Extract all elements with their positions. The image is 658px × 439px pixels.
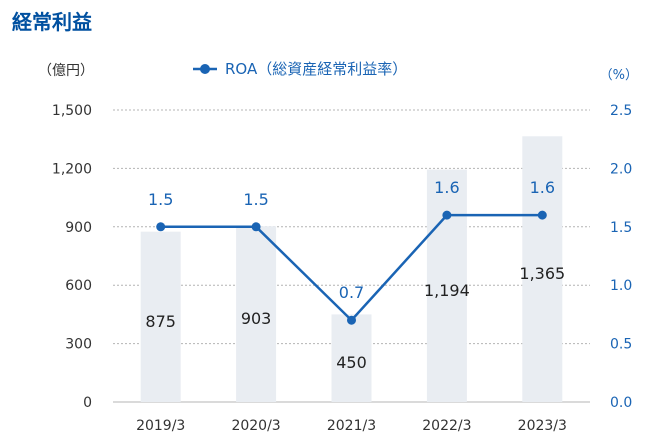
roa-point [442,210,452,220]
bar-value-label: 875 [145,312,176,331]
chart-title: 経常利益 [12,10,92,34]
bar [522,136,563,402]
roa-point [537,210,547,220]
roa-point [347,315,356,325]
right-tick-label: 2.5 [610,103,632,119]
left-axis-unit: （億円） [38,63,94,79]
bar-value-label: 1,365 [519,264,565,283]
legend: ROA（総資産経常利益率） [193,58,407,79]
roa-point [156,222,166,232]
bar-value-label: 1,194 [424,281,470,300]
bar [426,169,467,402]
x-tick-label: 2021/3 [327,418,376,434]
bar-value-label: 450 [336,353,367,372]
left-tick-label: 1,200 [52,161,92,177]
right-tick-label: 0.5 [610,337,632,353]
x-tick-label: 2020/3 [231,418,280,434]
left-tick-label: 900 [65,220,92,236]
right-axis-unit: （%） [599,68,638,83]
bar-value-label: 903 [241,309,272,328]
right-tick-label: 0.0 [610,395,632,411]
right-tick-label: 1.5 [610,220,632,236]
roa-value-label: 1.6 [530,178,555,197]
x-tick-label: 2022/3 [422,418,471,434]
left-tick-label: 1,500 [52,103,92,119]
legend-label: ROA（総資産経常利益率） [225,60,408,78]
roa-series-line [160,213,543,323]
left-tick-label: 0 [83,395,92,411]
roa-value-label: 1.5 [148,190,173,209]
bar [236,226,277,402]
left-tick-label: 300 [65,337,92,353]
legend-line-marker-icon [193,63,217,74]
right-tick-label: 2.0 [610,161,632,177]
x-tick-label: 2023/3 [518,418,567,434]
roa-point [251,222,261,232]
roa-value-label: 1.6 [434,178,459,197]
right-tick-label: 1.0 [610,278,632,294]
roa-value-label: 0.7 [339,283,364,302]
left-tick-label: 600 [65,278,92,294]
bar [331,314,372,402]
x-tick-label: 2019/3 [136,418,185,434]
roa-value-label: 1.5 [243,190,268,209]
bar [140,231,181,402]
